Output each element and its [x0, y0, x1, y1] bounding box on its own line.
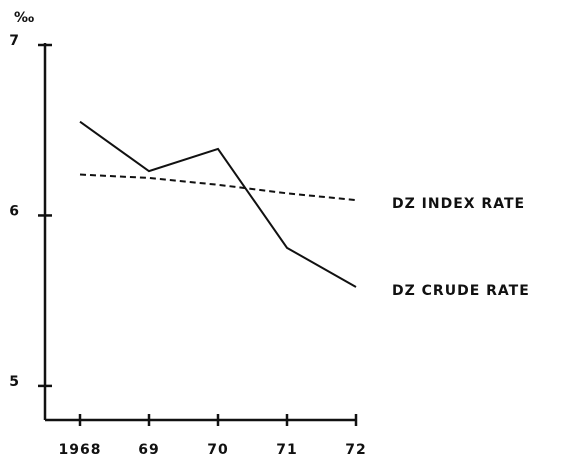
y-tick-label: 6 [9, 203, 20, 219]
y-tick-label: 5 [9, 374, 20, 390]
x-tick-label: 1968 [59, 442, 102, 458]
series-label: DZ CRUDE RATE [392, 283, 530, 299]
y-axis-unit: ‰ [14, 10, 35, 26]
x-tick-label: 71 [276, 442, 297, 458]
x-tick-label: 72 [345, 442, 366, 458]
data-line [79, 120, 357, 288]
x-tick-label: 70 [207, 442, 228, 458]
x-tick-label: 69 [138, 442, 159, 458]
series-label: DZ INDEX RATE [392, 196, 525, 212]
y-tick-label: 7 [9, 33, 20, 49]
data-line [79, 173, 357, 202]
